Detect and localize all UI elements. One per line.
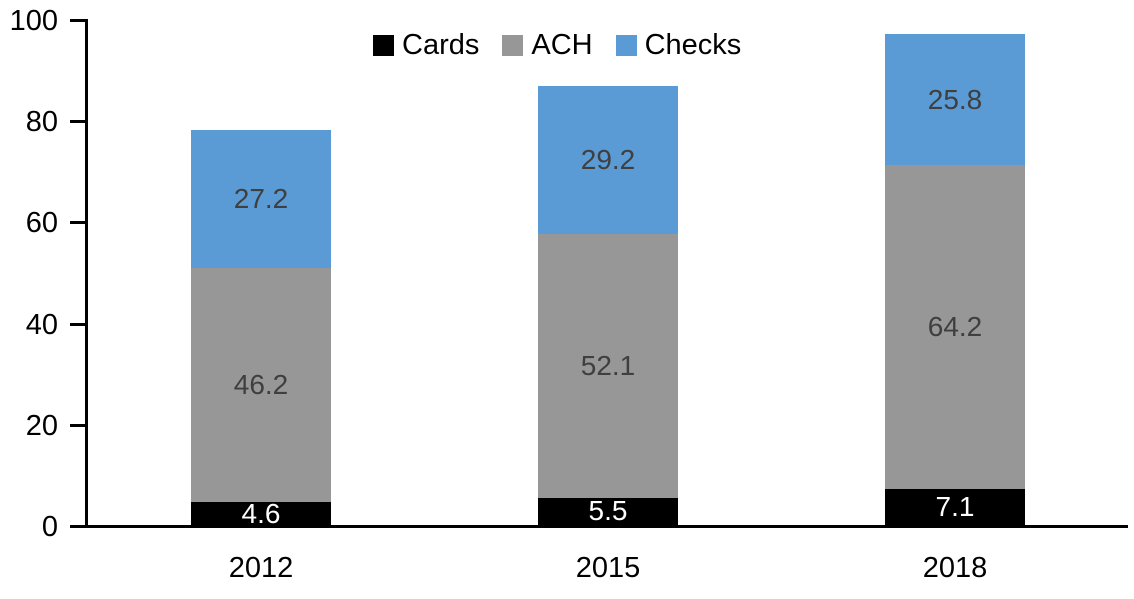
x-category-label: 2018	[922, 552, 988, 584]
legend-swatch-ach	[502, 34, 524, 56]
segment-value-label: 64.2	[927, 310, 983, 342]
bar-segment-ach-2015: 52.1	[538, 234, 678, 498]
y-tick-mark	[70, 323, 85, 326]
bar-segment-ach-2012: 46.2	[191, 268, 331, 502]
y-tick-label: 80	[25, 106, 58, 138]
segment-value-label: 5.5	[588, 495, 628, 526]
y-tick-label: 40	[25, 309, 58, 341]
bar-segment-checks-2012: 27.2	[191, 130, 331, 268]
segment-value-label: 25.8	[927, 83, 983, 115]
y-tick-mark	[70, 120, 85, 123]
segment-value-label: 29.2	[580, 144, 636, 175]
bar-segment-checks-2018: 25.8	[885, 34, 1025, 165]
legend-label: Checks	[644, 29, 742, 61]
bar-segment-cards-2018: 7.1	[885, 489, 1025, 525]
bar-segment-ach-2018: 64.2	[885, 164, 1025, 489]
legend-item-checks: Checks	[615, 29, 742, 61]
x-axis-line	[70, 525, 1128, 528]
legend-label: Cards	[402, 29, 480, 61]
y-tick-label: 20	[25, 410, 58, 442]
segment-value-label: 52.1	[580, 350, 636, 381]
y-tick-mark	[70, 221, 85, 224]
y-tick-label: 100	[9, 5, 58, 37]
legend-item-cards: Cards	[373, 29, 479, 61]
y-tick-mark	[70, 424, 85, 427]
bar-segment-cards-2015: 5.5	[538, 497, 678, 525]
y-axis-line	[85, 19, 88, 528]
segment-value-label: 46.2	[233, 369, 289, 400]
legend-swatch-cards	[373, 34, 394, 56]
y-tick-label: 60	[25, 207, 58, 239]
y-tick-mark	[70, 19, 85, 22]
segment-value-label: 4.6	[241, 497, 281, 529]
x-category-label: 2015	[575, 552, 641, 584]
segment-value-label: 7.1	[935, 491, 975, 522]
bar-segment-checks-2015: 29.2	[538, 86, 678, 234]
segment-value-label: 27.2	[233, 183, 289, 214]
legend-item-ach: ACH	[502, 29, 593, 61]
legend-label: ACH	[531, 29, 593, 61]
legend-swatch-checks	[615, 34, 637, 56]
legend: Cards ACH Checks	[373, 29, 741, 61]
y-tick-label: 0	[41, 511, 58, 543]
x-category-label: 2012	[228, 552, 294, 584]
bar-segment-cards-2012: 4.6	[191, 497, 331, 529]
